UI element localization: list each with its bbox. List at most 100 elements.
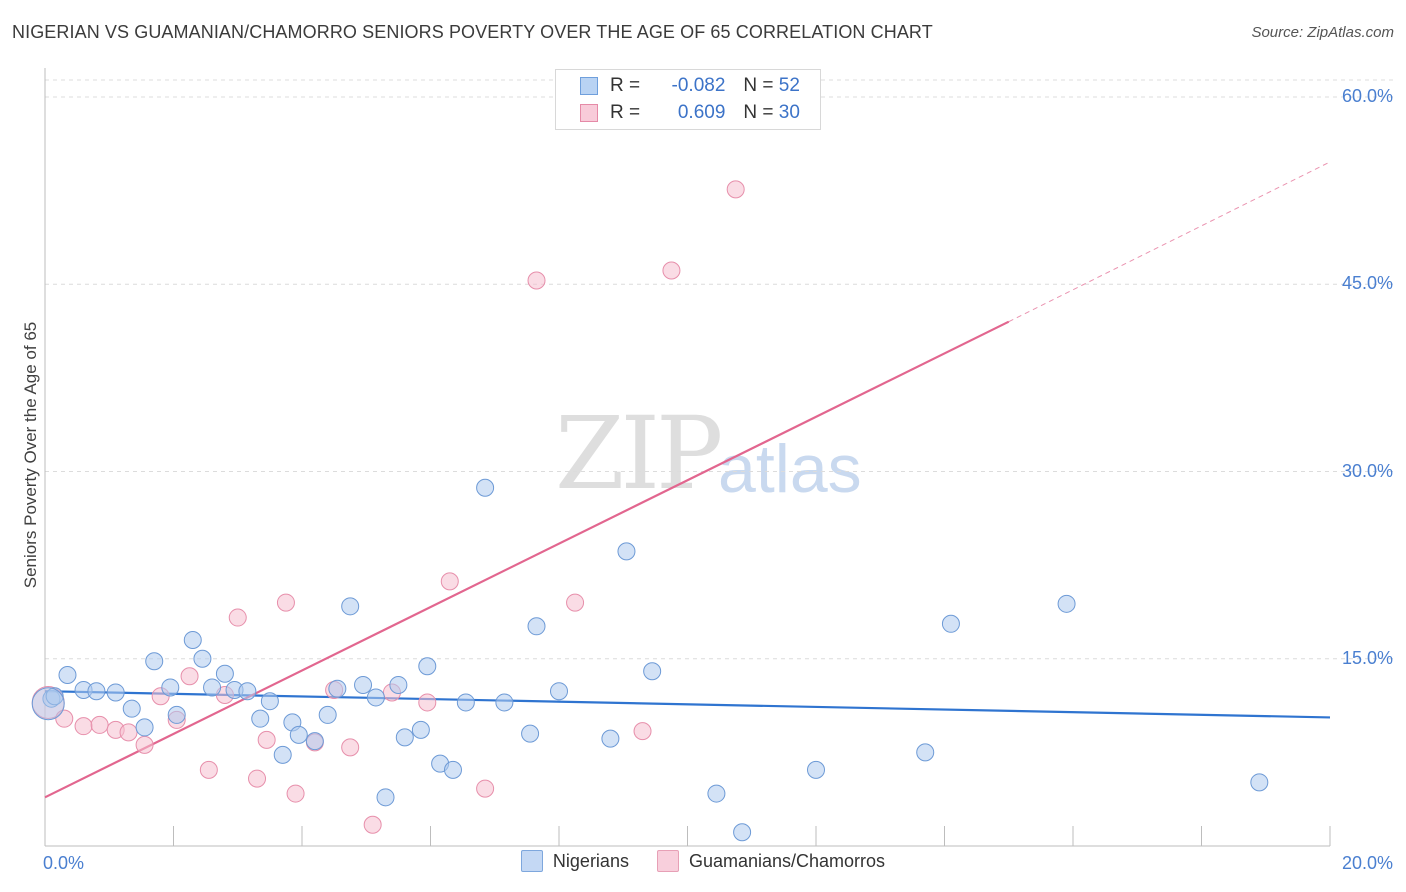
point-guamanian [135, 735, 154, 754]
stats-row-guamanians: R = 0.609 N = 30 [580, 101, 800, 125]
point-nigerian [733, 823, 752, 842]
point-nigerian [106, 683, 125, 702]
point-nigerian [527, 617, 546, 636]
point-nigerian [273, 745, 292, 764]
point-guamanian [248, 769, 267, 788]
point-nigerian [916, 743, 935, 762]
y-tick-label: 30.0% [1341, 460, 1393, 481]
point-guamanian [74, 717, 93, 736]
point-nigerian [456, 693, 475, 712]
point-nigerian [341, 597, 360, 616]
stats-row-nigerians: R = -0.082 N = 52 [580, 74, 800, 98]
point-nigerian [1057, 594, 1076, 613]
y-axis-title: Seniors Poverty Over the Age of 65 [21, 321, 40, 589]
point-nigerian [203, 678, 222, 697]
point-nigerian [289, 725, 308, 744]
point-guamanian [341, 738, 360, 757]
point-nigerian [183, 631, 202, 650]
data-points [31, 180, 1269, 842]
point-nigerian [87, 682, 106, 701]
chart-title: NIGERIAN VS GUAMANIAN/CHAMORRO SENIORS P… [12, 22, 933, 42]
point-nigerian [318, 705, 337, 724]
n-label: N = [743, 75, 774, 96]
point-guamanian [257, 730, 276, 749]
point-guamanian [633, 722, 652, 741]
point-nigerian [260, 692, 279, 711]
legend: Nigerians Guamanians/Chamorros [0, 850, 1406, 872]
point-nigerian [31, 687, 65, 721]
point-guamanian [199, 760, 218, 779]
point-guamanian [90, 715, 109, 734]
point-nigerian [389, 675, 408, 694]
point-nigerian [617, 542, 636, 561]
axes [44, 68, 1331, 847]
point-nigerian [215, 664, 234, 683]
point-guamanian [180, 667, 199, 686]
point-guamanian [119, 723, 138, 742]
point-guamanian [276, 593, 295, 612]
legend-item-nigerians[interactable]: Nigerians [520, 850, 629, 872]
gridlines [45, 79, 1395, 660]
y-tick-label: 45.0% [1341, 273, 1393, 294]
point-nigerian [305, 732, 324, 751]
y-tick-label: 15.0% [1341, 647, 1393, 668]
legend-label-nigerians: Nigerians [552, 850, 629, 871]
point-nigerian [145, 652, 164, 671]
legend-item-guamanians[interactable]: Guamanians/Chamorros [656, 850, 886, 872]
point-nigerian [941, 614, 960, 633]
point-guamanian [476, 779, 495, 798]
point-nigerian [135, 718, 154, 737]
r-value: 0.609 [677, 102, 726, 123]
point-nigerian [411, 720, 430, 739]
watermark-zip: ZIP [555, 395, 723, 512]
n-value: 30 [778, 102, 800, 123]
watermark-atlas: atlas [718, 431, 862, 507]
point-nigerian [495, 693, 514, 712]
point-guamanian [726, 180, 745, 199]
trend-lines [44, 161, 1331, 799]
point-nigerian [58, 665, 77, 684]
r-label: R = [610, 75, 641, 96]
source-label: Source: ZipAtlas.com [1251, 24, 1394, 41]
x-tick-label-min: 0.0% [43, 853, 85, 873]
trend-line-nigerians [44, 690, 1331, 719]
point-guamanian [418, 693, 437, 712]
point-nigerian [376, 788, 395, 807]
stats-swatch-guamanians [580, 104, 598, 122]
point-nigerian [354, 675, 373, 694]
legend-swatch-guamanians [656, 850, 679, 872]
point-nigerian [395, 728, 414, 747]
point-nigerian [238, 682, 257, 701]
stats-box: R = -0.082 N = 52 R = 0.609 N = 30 [555, 69, 821, 130]
point-nigerian [193, 649, 212, 668]
point-nigerian [807, 760, 825, 779]
trend-line-guamanians [44, 320, 1010, 799]
legend-label-guamanians: Guamanians/Chamorros [688, 850, 886, 871]
point-nigerian [707, 784, 726, 803]
point-guamanian [566, 593, 585, 612]
point-nigerian [476, 478, 495, 497]
n-label: N = [743, 102, 774, 123]
point-nigerian [161, 678, 180, 697]
point-guamanian [228, 608, 247, 627]
r-label: R = [610, 102, 641, 123]
legend-swatch-nigerians [520, 850, 543, 872]
point-nigerian [167, 705, 186, 724]
point-nigerian [366, 688, 385, 707]
point-nigerian [550, 682, 568, 701]
point-nigerian [643, 662, 662, 681]
point-nigerian [122, 699, 141, 718]
r-value: -0.082 [671, 75, 726, 96]
trend-line-guamanians-extension [1008, 161, 1331, 323]
point-guamanian [286, 784, 305, 803]
point-nigerian [251, 709, 270, 728]
point-nigerian [1250, 773, 1269, 792]
point-nigerian [601, 729, 620, 748]
point-guamanian [662, 261, 681, 280]
stats-swatch-nigerians [580, 77, 598, 95]
point-nigerian [443, 760, 462, 779]
point-guamanian [363, 815, 382, 834]
point-nigerian [521, 724, 540, 743]
point-guamanian [440, 572, 459, 591]
